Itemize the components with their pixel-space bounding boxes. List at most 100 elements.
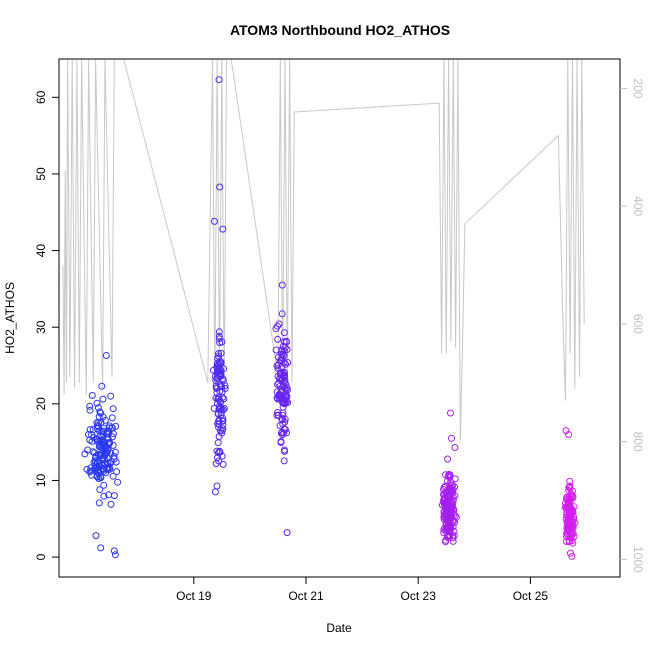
data-point <box>275 353 282 361</box>
y-tick-label: 10 <box>34 473 48 487</box>
data-point <box>569 522 577 529</box>
data-point <box>93 459 101 467</box>
data-point <box>95 413 103 421</box>
data-point <box>219 417 227 425</box>
data-point <box>565 527 573 535</box>
data-point <box>213 447 221 455</box>
data-point <box>93 399 101 407</box>
y2-tick-label: 200 <box>631 78 645 98</box>
data-point <box>93 419 101 427</box>
data-point <box>98 382 106 390</box>
data-point <box>109 405 117 413</box>
data-point <box>214 410 222 417</box>
data-point <box>447 485 455 493</box>
data-point <box>274 335 282 343</box>
x-tick-label: Oct 25 <box>513 589 549 603</box>
y2-tick-label: 400 <box>631 196 645 216</box>
data-point <box>98 432 106 440</box>
data-point <box>110 455 118 463</box>
data-point <box>101 452 109 460</box>
data-point <box>99 395 107 403</box>
data-point <box>277 438 285 445</box>
data-point <box>215 350 222 358</box>
data-point <box>114 478 122 486</box>
data-point <box>273 411 281 419</box>
y2-tick-label: 1000 <box>631 546 645 573</box>
data-point <box>274 361 282 369</box>
x-tick-label: Oct 19 <box>176 589 212 603</box>
x-tick-label: Oct 21 <box>288 589 324 603</box>
data-point <box>110 547 118 555</box>
data-point <box>97 474 105 482</box>
data-point <box>284 359 292 366</box>
data-point <box>562 538 570 545</box>
data-point <box>274 365 282 373</box>
y-tick-label: 60 <box>34 90 48 104</box>
data-point <box>565 486 573 494</box>
data-point <box>283 429 291 437</box>
y-axis-left: 0 10 20 30 40 50 60 <box>34 90 59 560</box>
data-point <box>113 468 121 476</box>
data-point <box>98 428 106 436</box>
data-point <box>86 406 94 414</box>
data-point <box>447 409 454 417</box>
data-point <box>107 392 115 400</box>
data-point <box>440 486 447 493</box>
data-point <box>100 481 108 489</box>
data-point <box>211 217 218 225</box>
data-point <box>94 451 102 459</box>
y-axis-right: 200 400 600 800 1000 <box>620 78 645 573</box>
data-point <box>212 460 220 468</box>
data-point <box>216 405 224 413</box>
data-point <box>440 511 448 519</box>
pressure-line-layer <box>62 58 585 442</box>
data-point <box>96 408 104 416</box>
data-point <box>216 183 224 191</box>
data-point <box>85 431 92 438</box>
data-point <box>216 366 224 374</box>
data-point <box>450 532 458 540</box>
data-point <box>446 474 454 482</box>
data-point <box>219 394 227 401</box>
data-point <box>275 320 283 328</box>
data-point <box>564 500 572 508</box>
data-point <box>86 468 94 476</box>
data-point <box>109 472 117 480</box>
pressure-line <box>62 58 585 442</box>
data-point <box>566 485 574 492</box>
data-point <box>96 438 104 446</box>
data-point <box>213 384 220 392</box>
data-point <box>86 426 94 434</box>
data-point <box>563 533 570 541</box>
data-point <box>440 491 447 498</box>
data-point <box>448 500 456 508</box>
data-point <box>218 429 226 437</box>
data-point <box>279 415 286 423</box>
data-point <box>568 552 576 560</box>
data-point <box>81 450 89 458</box>
data-point <box>101 444 109 452</box>
data-point <box>280 368 288 376</box>
data-point <box>96 486 104 494</box>
y-tick-label: 30 <box>34 320 48 334</box>
data-point <box>219 425 227 433</box>
y-tick-label: 0 <box>34 553 48 560</box>
data-point <box>566 477 574 485</box>
data-point <box>97 409 105 417</box>
data-point <box>566 522 574 530</box>
data-point <box>278 281 286 289</box>
data-point <box>445 523 453 531</box>
data-point <box>278 348 285 355</box>
data-point <box>111 551 119 559</box>
data-point <box>86 402 94 410</box>
data-point <box>219 225 227 233</box>
data-point <box>280 347 288 355</box>
data-point <box>448 434 455 442</box>
data-point <box>215 328 223 336</box>
data-point <box>216 357 224 365</box>
data-point <box>88 392 96 399</box>
data-point <box>211 488 219 496</box>
data-point <box>214 439 222 447</box>
data-point <box>451 519 458 526</box>
